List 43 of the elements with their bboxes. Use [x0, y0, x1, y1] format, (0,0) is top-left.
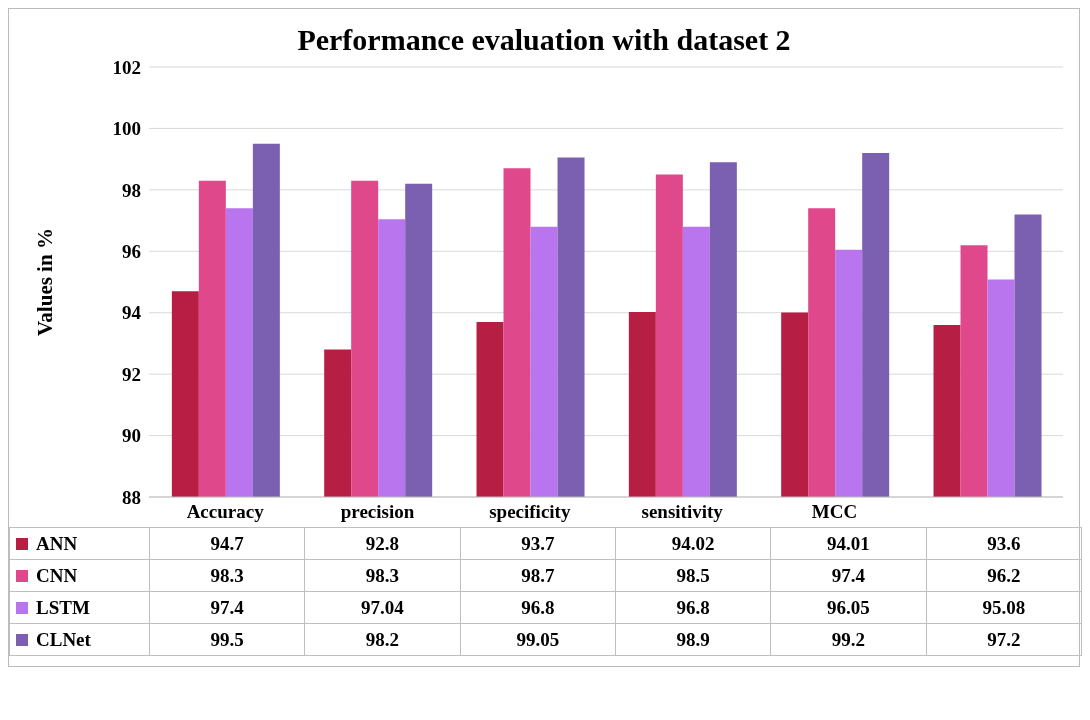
data-label: 96.2 [926, 559, 1082, 592]
data-label: 97.4 [149, 591, 305, 624]
y-tick-label: 90 [122, 425, 141, 447]
data-label: 98.5 [615, 559, 771, 592]
data-label: 98.2 [304, 623, 461, 656]
data-label: 97.04 [304, 591, 461, 624]
data-label: 99.05 [460, 623, 616, 656]
legend-label: CLNet [9, 623, 150, 656]
data-label: 97.4 [770, 559, 927, 592]
y-tick-label: 94 [122, 302, 142, 324]
chart-title: Performance evaluation with dataset 2 [296, 22, 792, 57]
y-axis-title: Values in % [33, 228, 58, 336]
y-tick-label: 100 [112, 118, 141, 140]
x-tick-label: MCC [811, 501, 858, 523]
data-label: 99.5 [149, 623, 305, 656]
data-label: 96.8 [615, 591, 771, 624]
data-label: 92.8 [304, 527, 461, 560]
data-label: 98.3 [149, 559, 305, 592]
y-tick-label: 92 [122, 363, 141, 385]
data-label: 93.7 [460, 527, 616, 560]
data-label: 97.2 [926, 623, 1082, 656]
data-label: 98.9 [615, 623, 771, 656]
data-label: 95.08 [926, 591, 1082, 624]
x-tick-label: sensitivity [641, 501, 724, 523]
data-label: 94.01 [770, 527, 927, 560]
y-tick-label: 96 [122, 241, 141, 263]
y-tick-label: 88 [122, 486, 141, 508]
data-label: 94.7 [149, 527, 305, 560]
legend-label: LSTM [9, 591, 150, 624]
data-label: 93.6 [926, 527, 1082, 560]
y-tick-label: 102 [112, 56, 141, 78]
data-label: 98.7 [460, 559, 616, 592]
data-label: 96.8 [460, 591, 616, 624]
x-tick-label: specificity [489, 501, 571, 523]
data-label: 94.02 [615, 527, 771, 560]
y-tick-label: 98 [122, 179, 141, 201]
data-label: 99.2 [770, 623, 927, 656]
legend-label: CNN [9, 559, 150, 592]
x-tick-label: precision [340, 501, 415, 523]
data-label: 96.05 [770, 591, 927, 624]
data-label: 98.3 [304, 559, 461, 592]
legend-label: ANN [9, 527, 150, 560]
x-tick-label: Accuracy [186, 501, 265, 523]
